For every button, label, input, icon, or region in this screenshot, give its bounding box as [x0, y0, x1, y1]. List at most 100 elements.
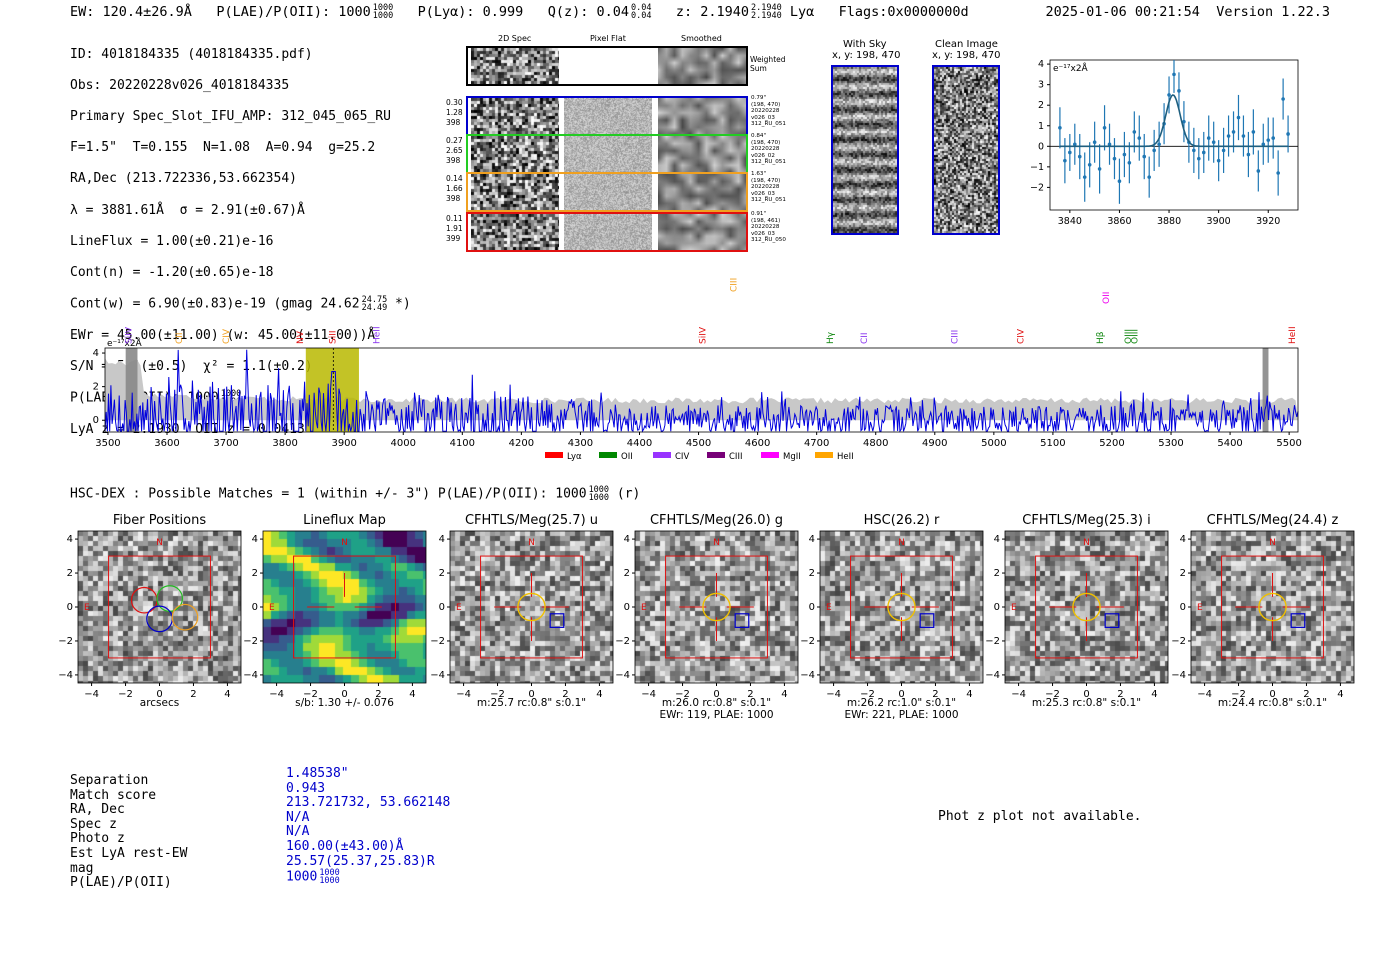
image-title: CFHTLS/Meg(25.3) i — [1022, 513, 1151, 528]
search-box — [293, 555, 396, 659]
ytick-label: −4 — [243, 670, 258, 681]
image-caption: m:26.0 rc:0.8" s:0.1" — [661, 697, 772, 709]
ytick-label: 4 — [1180, 534, 1186, 545]
data-point — [1286, 132, 1290, 136]
image-caption: m:25.7 rc:0.8" s:0.1" — [476, 697, 587, 709]
plae-hi: 1000 — [372, 3, 394, 13]
cutout-frame — [1004, 530, 1169, 684]
xtick-label: 3860 — [1107, 216, 1131, 227]
line-label: CIV — [1016, 328, 1026, 344]
match-value-text: 25.57(25.37,25.83)R — [286, 853, 435, 869]
ytick-label: 4 — [93, 348, 99, 359]
xtick-label: −2 — [118, 689, 133, 700]
ytick-label: 2 — [1038, 100, 1044, 111]
xtick-label: 2 — [375, 689, 381, 700]
xtick-label: 0 — [341, 689, 347, 700]
match-label: RA, Dec — [70, 802, 125, 818]
xtick-label: 4800 — [863, 438, 888, 449]
xtick-label: 2 — [747, 689, 753, 700]
match-value: N/A — [286, 810, 450, 826]
line-label: CII — [175, 332, 185, 344]
ytick-label: 0 — [1038, 141, 1044, 152]
east-marker: E — [456, 603, 462, 613]
clean-image — [932, 65, 1000, 235]
cutout-frame — [819, 530, 984, 684]
line-label: SiIV — [699, 326, 709, 344]
row-left-label: 0.30 1.28 398 — [446, 98, 463, 127]
data-point — [1276, 171, 1280, 175]
ytick-label: 0 — [252, 602, 258, 613]
xtick-label: 2 — [562, 689, 568, 700]
line-label: OIII — [1130, 329, 1140, 344]
xtick-label: −4 — [269, 689, 284, 700]
data-point — [1241, 134, 1246, 138]
search-box — [1035, 555, 1138, 659]
east-marker: E — [1197, 603, 1203, 613]
image-title: CFHTLS/Meg(25.7) u — [464, 513, 599, 528]
spectrum-line — [104, 349, 1299, 434]
ytick-label: 2 — [994, 568, 1000, 579]
match-value: 0.943 — [286, 781, 450, 797]
data-point — [1192, 148, 1196, 153]
ytick-label: 0 — [809, 602, 815, 613]
match-value-text: N/A — [286, 824, 310, 840]
xtick-label: 3600 — [154, 438, 179, 449]
xtick-label: 0 — [713, 689, 719, 700]
data-point — [1182, 119, 1186, 124]
match-label: Spec z — [70, 816, 117, 832]
match-labels: Separation Match score RA, Dec Spec z Photo … — [70, 773, 187, 891]
east-marker: E — [1011, 603, 1017, 613]
xtick-label: 4 — [781, 689, 787, 700]
xtick-label: 4500 — [686, 438, 711, 449]
image-caption-2: EWr: 119, PLAE: 1000 — [659, 709, 774, 721]
ytick-label: −4 — [430, 670, 445, 681]
clean-title: Clean Image — [935, 39, 998, 50]
xtick-label: 4400 — [627, 438, 652, 449]
image-caption: s/b: 1.30 +/- 0.076 — [295, 697, 394, 709]
image-title: HSC(26.2) r — [863, 513, 940, 528]
contw-tail: *) — [395, 296, 411, 312]
image-caption: m:24.4 rc:0.8" s:0.1" — [1217, 697, 1328, 709]
xtick-label: 0 — [528, 689, 534, 700]
data-point — [1068, 150, 1072, 155]
legend-swatch — [545, 452, 563, 458]
image-caption-2: EWr: 221, PLAE: 1000 — [844, 709, 959, 721]
col-label-smoothed: Smoothed — [681, 34, 722, 43]
legend-swatch — [707, 452, 725, 458]
xtick-label: 2 — [190, 689, 196, 700]
search-box — [108, 555, 211, 659]
z-lo: 2.1940 — [751, 11, 782, 21]
ew-readout: EW: 120.4±26.9Å — [70, 4, 192, 20]
xtick-label: −2 — [675, 689, 690, 700]
ytick-label: −2 — [615, 636, 630, 647]
legend-swatch — [815, 452, 833, 458]
qz-readout: Q(z): 0.04 — [547, 4, 629, 20]
line-label: CIII — [729, 278, 739, 292]
counterpart-box — [919, 613, 935, 628]
legend-label: HeII — [837, 452, 854, 462]
xtick-label: 0 — [898, 689, 904, 700]
east-marker: E — [826, 603, 832, 613]
data-point — [1137, 136, 1142, 140]
counterpart-box — [1104, 613, 1120, 628]
info-contn: Cont(n) = -1.20(±0.65)e-18 — [70, 264, 274, 280]
ytick-label: −4 — [615, 670, 630, 681]
with-sky-title: With Sky — [843, 39, 887, 50]
row-left-label: 0.27 2.65 398 — [446, 136, 463, 165]
xtick-label: −4 — [641, 689, 656, 700]
ytick-label: 4 — [994, 534, 1000, 545]
fiber-row-3 — [466, 172, 748, 212]
data-point — [1236, 115, 1241, 120]
match-plae-hi: 1000 — [319, 868, 340, 879]
xtick-label: 4 — [1337, 689, 1343, 700]
data-point — [1271, 136, 1275, 140]
image-title: CFHTLS/Meg(24.4) z — [1206, 513, 1339, 528]
with-sky-xy: x, y: 198, 470 — [832, 50, 901, 61]
image-title: CFHTLS/Meg(26.0) g — [649, 513, 784, 528]
ytick-label: 4 — [1038, 59, 1044, 70]
ytick-label: 2 — [1180, 568, 1186, 579]
ytick-label: 4 — [809, 534, 815, 545]
info-params: F=1.5" T=0.155 N=1.08 A=0.94 g=25.2 — [70, 140, 376, 156]
plae-readout: P(LAE)/P(OII): 1000 — [216, 4, 371, 20]
xtick-label: 4 — [409, 689, 415, 700]
